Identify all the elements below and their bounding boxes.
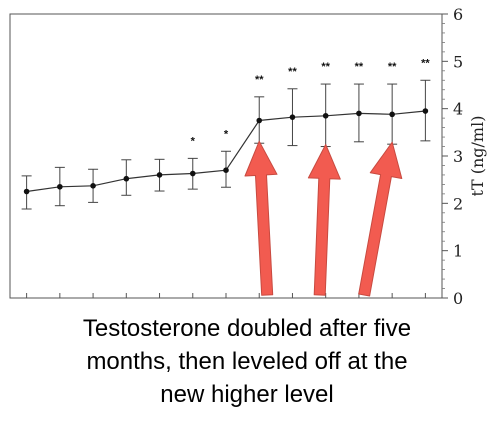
x-axis-ticks — [26, 293, 426, 298]
data-point — [123, 175, 130, 182]
y-axis-label: tT (ng/ml) — [468, 116, 487, 197]
y-tick-label: 0 — [453, 289, 463, 308]
caption: Testosterone doubled after five months, … — [0, 312, 494, 411]
red-arrow — [358, 141, 403, 297]
significance-marker: * — [191, 135, 196, 147]
y-tick-label: 3 — [453, 147, 463, 166]
data-point — [389, 111, 395, 118]
y-tick-label: 1 — [453, 242, 463, 261]
significance-marker: ** — [421, 57, 430, 69]
data-points — [23, 108, 429, 195]
significance-marker: ** — [255, 74, 264, 86]
data-point — [289, 114, 296, 120]
annotation-arrows — [244, 140, 403, 297]
y-tick-label: 5 — [453, 52, 463, 71]
y-tick-label: 6 — [453, 5, 463, 24]
data-point — [90, 183, 96, 189]
significance-marker: * — [224, 128, 229, 140]
y-tick-label: 2 — [453, 194, 463, 213]
data-point — [189, 170, 196, 177]
caption-line-2: months, then leveled off at the — [86, 348, 408, 375]
data-point — [322, 112, 329, 119]
caption-line-3: new higher level — [160, 381, 334, 408]
y-axis-ticks: 0 1 2 3 4 5 6 — [442, 5, 463, 308]
error-bars — [21, 79, 431, 210]
data-point — [422, 108, 429, 114]
data-point — [156, 172, 163, 178]
significance-marker: ** — [288, 66, 297, 78]
data-point — [356, 110, 362, 117]
significance-marker: ** — [321, 61, 330, 73]
y-tick-label: 4 — [453, 100, 463, 119]
significance-marker: ** — [388, 61, 397, 73]
caption-line-1: Testosterone doubled after five — [82, 315, 412, 342]
data-point — [23, 188, 30, 195]
red-arrow — [244, 140, 278, 296]
data-point — [223, 167, 229, 173]
red-arrow — [307, 144, 341, 296]
significance-marker: ** — [355, 61, 364, 73]
significance-markers: ****** ** ** ** ** — [191, 57, 431, 147]
data-point — [256, 117, 263, 124]
data-point — [57, 183, 63, 190]
